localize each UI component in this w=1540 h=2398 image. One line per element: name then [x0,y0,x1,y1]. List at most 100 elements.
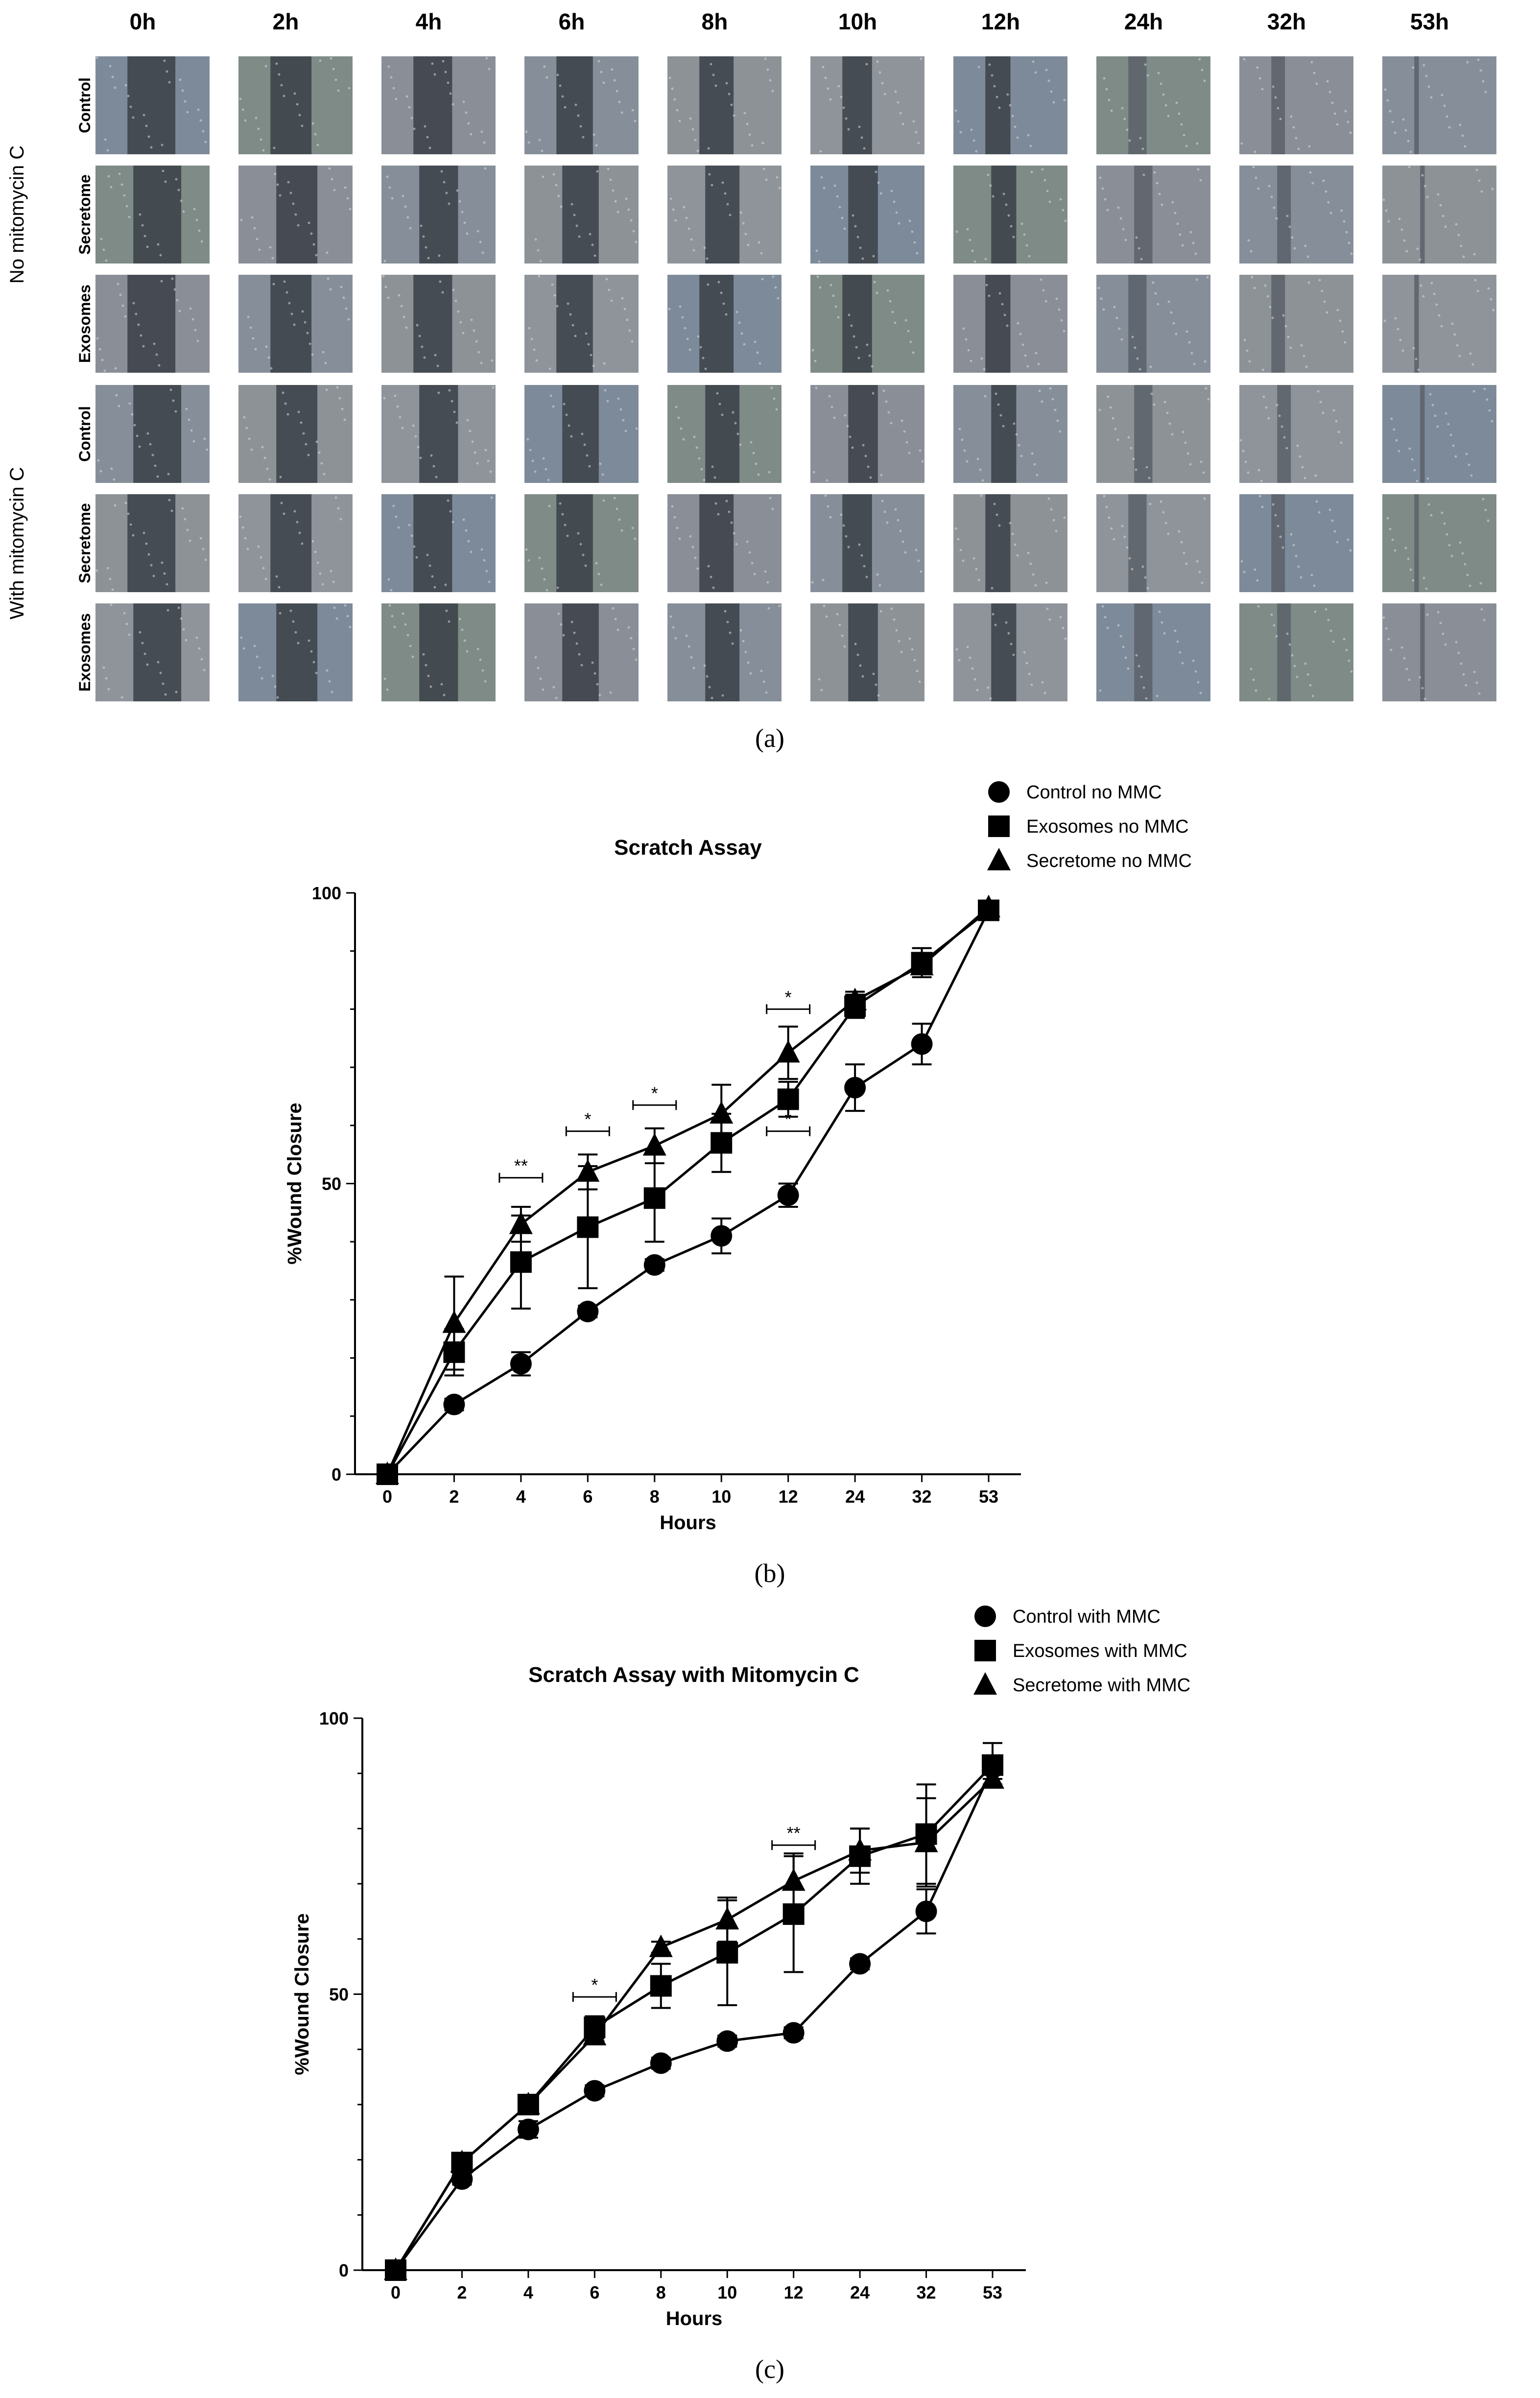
cell-speckle [894,508,897,511]
cell-speckle [973,678,976,681]
cell-speckle [1288,225,1291,228]
cell-speckle [262,149,265,152]
cell-speckle [476,647,479,650]
cell-speckle [725,82,728,85]
cell-speckle [876,60,879,63]
micrograph-cell [810,275,924,373]
cell-speckle [678,120,681,122]
cell-speckle [762,680,765,683]
cell-speckle [1332,640,1335,643]
cell-speckle [412,424,415,427]
cell-speckle [1240,560,1243,563]
data-point-circle [716,2030,738,2052]
cell-background [1096,166,1210,264]
cell-speckle [916,252,919,255]
group-label: With mitomycin C [6,467,28,619]
cell-speckle [994,623,997,626]
cell-speckle [1422,64,1425,67]
cell-speckle [707,147,710,150]
cell-speckle [1252,166,1255,168]
cell-speckle [757,473,760,476]
cell-speckle [488,580,491,583]
cell-speckle [846,425,849,428]
cell-speckle [627,626,630,629]
cell-speckle [878,71,881,74]
cell-speckle [276,696,279,699]
micrograph-cell [95,166,210,264]
cell-speckle [1476,289,1479,292]
cell-speckle [574,335,577,337]
cell-speckle [598,694,601,696]
cell-speckle [872,672,875,675]
cell-speckle [542,457,545,460]
cell-speckle [1099,176,1102,179]
cell-speckle [1040,278,1042,281]
cell-speckle [776,176,779,179]
cell-speckle [1119,217,1122,220]
cell-speckle [1009,522,1012,525]
cell-speckle [700,468,703,471]
cell-speckle [1335,420,1338,423]
cell-speckle [772,275,775,278]
cell-speckle [766,68,769,71]
cell-speckle [1299,455,1302,458]
micrograph-cell [1239,275,1353,373]
cell-speckle [1285,447,1288,450]
cell-speckle [699,346,702,349]
cell-speckle [143,235,146,238]
cell-speckle [154,464,157,467]
y-tick-label: 50 [329,1985,349,2005]
cell-speckle [1127,436,1130,439]
cell-speckle [1395,439,1398,442]
cell-speckle [877,181,880,184]
cell-speckle [280,502,283,504]
scratch-gap [1128,275,1147,373]
cell-speckle [836,613,839,616]
cell-speckle [417,446,420,449]
cell-speckle [146,245,149,248]
x-tick-label: 24 [850,2282,870,2302]
x-tick-label: 32 [917,2282,936,2302]
cell-speckle [428,564,431,567]
cell-speckle [314,133,317,136]
cell-speckle [1427,85,1430,88]
cell-speckle [1292,126,1295,129]
cell-speckle [1328,91,1331,94]
significance-label: * [584,1109,591,1129]
cell-speckle [1161,203,1163,206]
cell-speckle [107,688,110,691]
cell-speckle [1001,303,1004,306]
cell-speckle [269,246,272,249]
cell-speckle [169,388,172,391]
cell-speckle [283,512,285,515]
cell-speckle [330,570,332,573]
cell-speckle [692,249,695,252]
cell-speckle [1281,546,1284,549]
cell-speckle [326,251,329,254]
cell-speckle [854,643,857,646]
time-header-53h: 53h [1410,9,1449,34]
legend-circle-icon [974,1606,996,1627]
data-point-circle [650,2052,672,2074]
cell-speckle [152,575,155,577]
cell-speckle [575,224,578,227]
cell-speckle [570,435,573,438]
cell-speckle [966,646,969,648]
cell-speckle [1441,511,1444,514]
cell-speckle [1153,403,1156,406]
cell-speckle [695,446,698,449]
cell-speckle [426,136,429,139]
data-point-triangle [376,1462,399,1484]
cell-speckle [891,311,894,313]
cell-speckle [1412,347,1415,350]
cell-speckle [1391,120,1394,123]
cell-speckle [140,334,142,337]
cell-speckle [917,559,920,562]
cell-speckle [1170,311,1173,314]
cell-speckle [260,556,262,559]
data-point-triangle [843,987,867,1010]
cell-speckle [635,240,638,243]
cell-speckle [1267,417,1270,420]
cell-speckle [480,130,483,133]
cell-speckle [1404,129,1407,132]
